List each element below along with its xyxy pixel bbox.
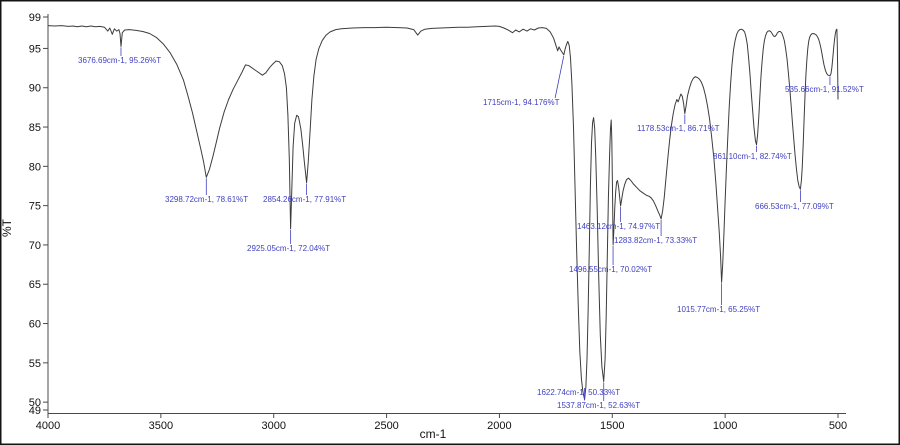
x-tick-label: 3500: [149, 420, 173, 432]
peak-annotation: 1463.12cm-1, 74.97%T: [577, 222, 660, 231]
y-tick-label: 50: [29, 397, 41, 409]
y-tick-label: 55: [29, 358, 41, 370]
y-tick-label: 49: [29, 405, 41, 417]
x-tick-label: 3000: [261, 420, 285, 432]
x-tick-label: 2000: [487, 420, 511, 432]
axis-lines: [47, 14, 846, 414]
x-tick-label: 1500: [600, 420, 624, 432]
y-tick-label: 85: [29, 122, 41, 134]
x-axis-label: cm-1: [420, 427, 447, 441]
y-tick-label: 80: [29, 161, 41, 173]
spectrum-curve: [47, 25, 839, 400]
y-axis-label: %T: [0, 218, 14, 237]
peak-annotation: 1178.53cm-1, 86.71%T: [637, 124, 720, 133]
x-tick-label: 4000: [36, 420, 60, 432]
peak-annotation: 3298.72cm-1, 78.61%T: [165, 195, 248, 204]
peak-annotation: 1715cm-1, 94.176%T: [483, 98, 560, 107]
y-tick-label: 90: [29, 83, 41, 95]
peak-annotation: 2854.26cm-1, 77.91%T: [263, 195, 346, 204]
peak-annotation: 1015.77cm-1, 65.25%T: [677, 305, 760, 314]
x-tick-label: 500: [829, 420, 847, 432]
y-tick-label: 70: [29, 240, 41, 252]
peak-annotation: 1283.82cm-1, 73.33%T: [614, 236, 697, 245]
x-tick-label: 1000: [713, 420, 737, 432]
peak-annotation: 1537.87cm-1, 52.63%T: [557, 401, 640, 410]
peak-annotation: 535.66cm-1, 91.52%T: [785, 85, 864, 94]
peak-annotation: 3676.69cm-1, 95.26%T: [78, 56, 161, 65]
peak-leader-line: [554, 55, 565, 99]
peak-annotation: 666.53cm-1, 77.09%T: [755, 202, 834, 211]
y-tick-label: 99: [29, 12, 41, 24]
y-tick-label: 95: [29, 43, 41, 55]
y-tick-label: 75: [29, 201, 41, 213]
y-tick-label: 60: [29, 319, 41, 331]
peak-annotation: 2925.05cm-1, 72.04%T: [247, 244, 330, 253]
peak-annotation: 1496.55cm-1, 70.02%T: [569, 265, 652, 274]
x-tick-label: 2500: [374, 420, 398, 432]
peak-annotation: 861.10cm-1, 82.74%T: [713, 152, 792, 161]
y-tick-label: 65: [29, 279, 41, 291]
peak-annotation: 1622.74cm-1, 50.33%T: [537, 388, 620, 397]
